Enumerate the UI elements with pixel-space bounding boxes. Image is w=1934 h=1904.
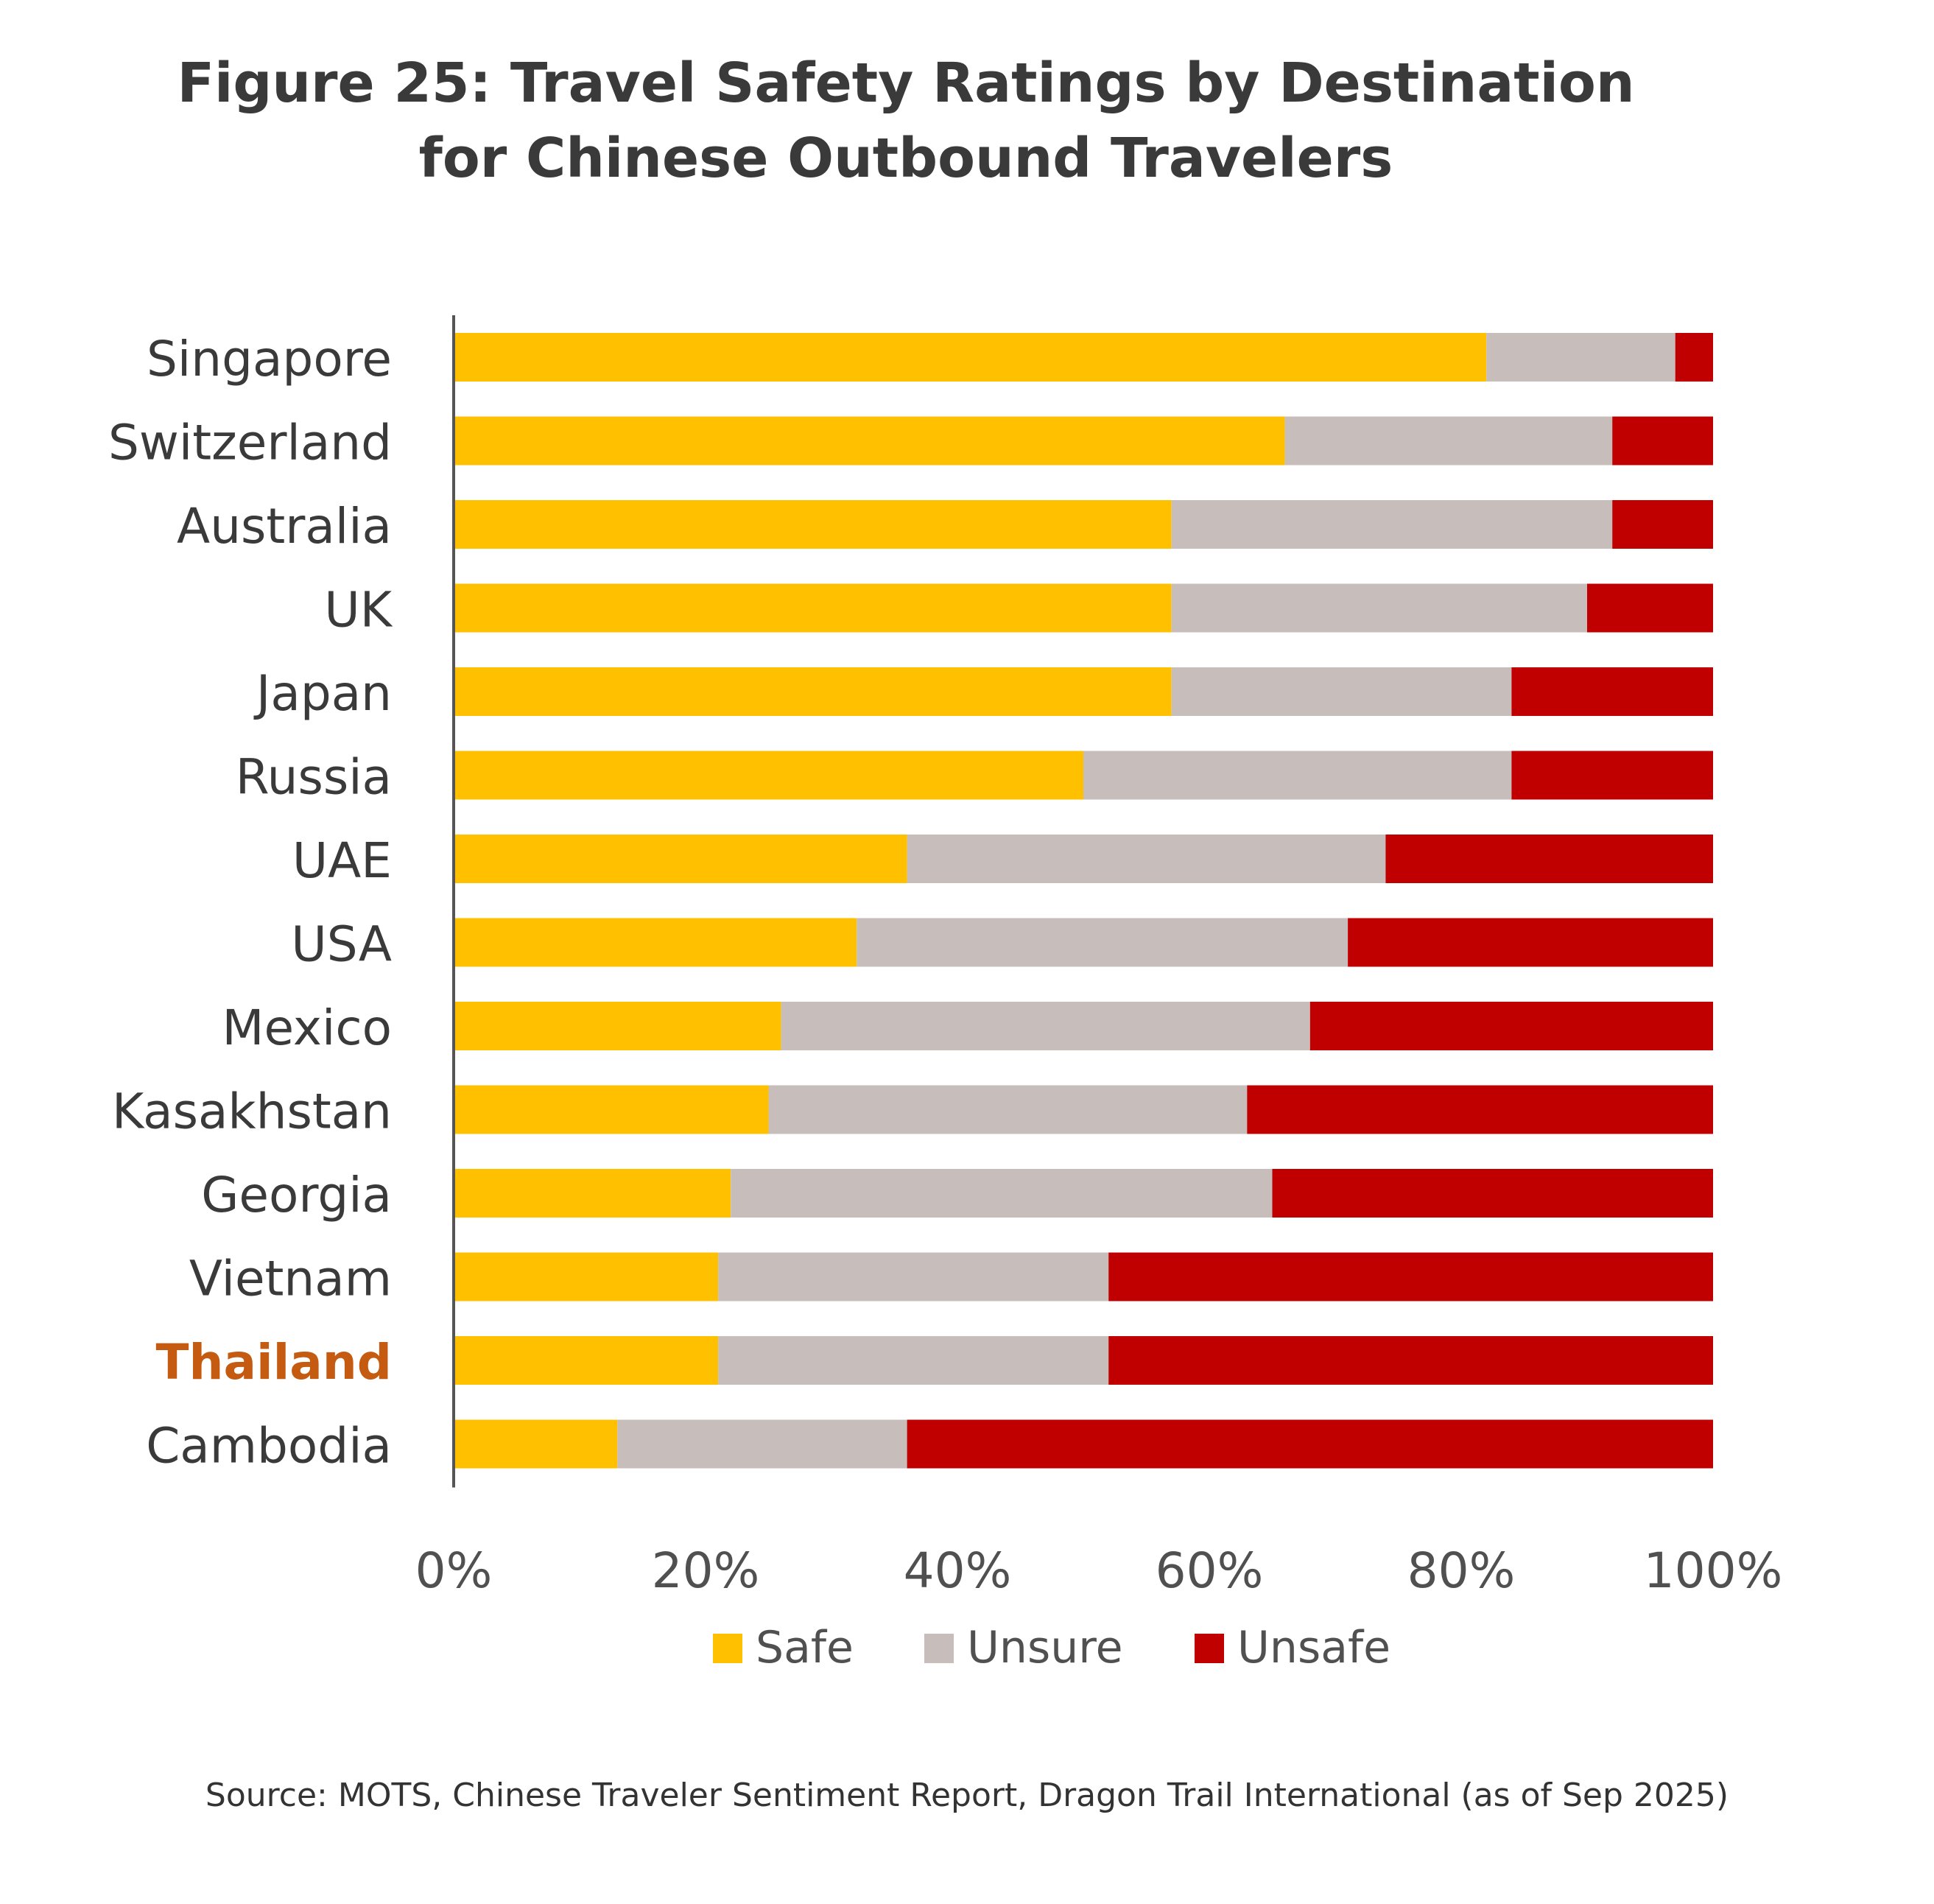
- legend: Safe Unsure Unsafe: [713, 1622, 1390, 1673]
- chart-title: Figure 25: Travel Safety Ratings by Dest…: [0, 46, 1812, 196]
- bar-cambodia-unsure: [617, 1419, 907, 1469]
- bar-vietnam-safe: [454, 1252, 719, 1301]
- bar-uk-unsafe: [1587, 583, 1713, 633]
- bar-thailand-safe: [454, 1336, 719, 1385]
- category-label-japan: Japan: [253, 665, 392, 722]
- bar-kasakhstan-unsure: [768, 1085, 1248, 1134]
- bar-usa-unsure: [857, 918, 1348, 967]
- x-tick-labels: 0% 20% 40% 60% 80% 100%: [415, 1542, 1783, 1599]
- x-tick-label-3: 60%: [1156, 1542, 1264, 1599]
- bar-usa-safe: [454, 918, 857, 967]
- chart-title-line-1: Figure 25: Travel Safety Ratings by Dest…: [177, 52, 1635, 115]
- category-label-usa: USA: [291, 916, 392, 973]
- bar-mexico-unsure: [781, 1002, 1310, 1050]
- bar-uae-unsure: [907, 835, 1386, 883]
- bar-russia-unsure: [1083, 751, 1512, 800]
- category-label-russia: Russia: [236, 749, 392, 806]
- bar-mexico-unsafe: [1309, 1002, 1713, 1050]
- bar-japan-safe: [454, 667, 1172, 716]
- legend-swatch-unsafe: [1195, 1634, 1224, 1663]
- bar-kasakhstan-safe: [454, 1085, 769, 1134]
- bar-singapore-unsafe: [1675, 333, 1713, 382]
- legend-swatch-safe: [713, 1634, 742, 1663]
- category-label-kasakhstan: Kasakhstan: [112, 1083, 392, 1140]
- bar-australia-safe: [454, 500, 1172, 549]
- legend-swatch-unsure: [924, 1634, 954, 1663]
- bar-usa-unsafe: [1348, 918, 1713, 967]
- legend-label-safe: Safe: [756, 1622, 854, 1673]
- bar-russia-unsafe: [1511, 751, 1713, 800]
- category-label-australia: Australia: [177, 498, 392, 555]
- chart-title-line-2: for Chinese Outbound Travelers: [418, 127, 1393, 190]
- bar-georgia-unsafe: [1272, 1169, 1713, 1218]
- bar-singapore-unsure: [1486, 333, 1675, 382]
- bar-vietnam-unsafe: [1108, 1252, 1713, 1301]
- bar-georgia-safe: [454, 1169, 731, 1218]
- category-labels: Singapore Switzerland Australia UK Japan Russ…: [108, 331, 393, 1475]
- stacked-bar-chart: Singapore Switzerland Australia UK Japan Russ…: [108, 315, 1783, 1673]
- bar-cambodia-safe: [454, 1419, 618, 1469]
- bar-cambodia-unsafe: [907, 1419, 1713, 1469]
- bars-group: [454, 333, 1713, 1469]
- bar-australia-unsure: [1171, 500, 1613, 549]
- bar-switzerland-unsafe: [1612, 416, 1713, 466]
- bar-switzerland-unsure: [1284, 416, 1613, 466]
- bar-russia-safe: [454, 751, 1083, 800]
- legend-label-unsafe: Unsafe: [1237, 1622, 1390, 1673]
- bar-singapore-safe: [454, 333, 1487, 382]
- category-label-georgia: Georgia: [201, 1167, 392, 1223]
- legend-label-unsure: Unsure: [967, 1622, 1123, 1673]
- x-tick-label-5: 100%: [1644, 1542, 1783, 1599]
- x-tick-label-2: 40%: [904, 1542, 1012, 1599]
- category-label-thailand: Thailand: [155, 1334, 392, 1391]
- bar-vietnam-unsure: [718, 1252, 1109, 1301]
- bar-uae-safe: [454, 835, 907, 883]
- bar-uk-safe: [454, 583, 1172, 633]
- category-label-mexico: Mexico: [222, 1000, 392, 1056]
- bar-australia-unsafe: [1612, 500, 1713, 549]
- bar-uae-unsafe: [1385, 835, 1713, 883]
- source-note: Source: MOTS, Chinese Traveler Sentiment…: [205, 1777, 1729, 1814]
- bar-mexico-safe: [454, 1002, 781, 1050]
- x-tick-label-4: 80%: [1407, 1542, 1516, 1599]
- x-tick-label-1: 20%: [652, 1542, 760, 1599]
- bar-thailand-unsure: [718, 1336, 1109, 1385]
- category-label-uk: UK: [324, 582, 393, 639]
- x-tick-label-0: 0%: [415, 1542, 493, 1599]
- bar-uk-unsure: [1171, 583, 1587, 633]
- bar-thailand-unsafe: [1108, 1336, 1713, 1385]
- category-label-singapore: Singapore: [147, 331, 392, 387]
- bar-japan-unsure: [1171, 667, 1512, 716]
- bar-japan-unsafe: [1511, 667, 1713, 716]
- bar-kasakhstan-unsafe: [1247, 1085, 1713, 1134]
- category-label-cambodia: Cambodia: [146, 1418, 392, 1475]
- bar-georgia-unsure: [731, 1169, 1273, 1218]
- category-label-switzerland: Switzerland: [108, 415, 392, 471]
- category-label-vietnam: Vietnam: [189, 1251, 392, 1307]
- bar-switzerland-safe: [454, 416, 1285, 466]
- category-label-uae: UAE: [292, 832, 392, 889]
